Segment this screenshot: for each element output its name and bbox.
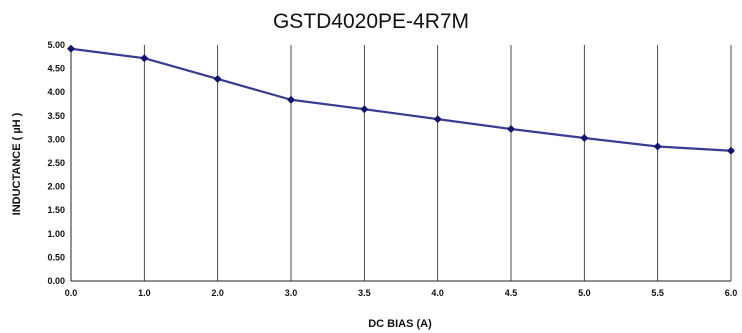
x-tick-label: 3.5 — [358, 288, 371, 298]
axes — [70, 45, 731, 282]
data-point-marker — [580, 133, 589, 142]
y-tick-label: 1.00 — [47, 229, 65, 239]
y-axis-label: INDUCTANCE ( µH ) — [11, 112, 23, 215]
data-point-marker — [67, 44, 75, 53]
x-tick-label: 5.5 — [651, 288, 664, 298]
data-point-marker — [360, 105, 369, 114]
y-tick-label: 2.50 — [47, 158, 65, 168]
x-tick-label: 6.0 — [725, 288, 738, 298]
grid-lines — [143, 45, 732, 281]
data-point-marker — [287, 95, 295, 104]
series — [67, 44, 735, 155]
x-tick-label: 3.0 — [285, 288, 298, 298]
y-tick-label: 0.50 — [47, 252, 65, 262]
y-tick-label: 3.50 — [47, 111, 65, 121]
x-tick-label: 1.0 — [138, 288, 151, 298]
data-point-marker — [140, 54, 149, 63]
x-tick-label: 5.0 — [578, 288, 591, 298]
x-tick-label: 4.0 — [431, 288, 444, 298]
y-tick-label: 1.50 — [47, 205, 65, 215]
x-tick-labels: 0.0 1.0 2.0 3.0 3.5 4.0 4.5 5.0 5.5 6.0 — [65, 288, 738, 298]
data-point-marker — [507, 125, 515, 134]
y-tick-label: 4.00 — [47, 87, 65, 97]
x-tick-label: 4.5 — [505, 288, 518, 298]
x-tick-label: 2.0 — [211, 288, 224, 298]
series-line — [70, 47, 732, 152]
x-tick-label: 0.0 — [65, 288, 78, 298]
y-tick-label: 3.00 — [47, 134, 65, 144]
y-tick-label: 4.50 — [47, 64, 65, 74]
y-tick-label: 0.00 — [47, 276, 65, 286]
y-tick-labels: 0.00 0.50 1.00 1.50 2.00 2.50 3.00 3.50 4.00 4.50… — [47, 40, 65, 286]
data-point-marker — [653, 142, 662, 151]
data-point-marker — [727, 146, 735, 155]
y-tick-label: 2.00 — [47, 182, 65, 192]
chart-title: GSTD4020PE-4R7M — [273, 10, 469, 33]
x-axis-label: DC BIAS (A) — [368, 318, 432, 330]
data-point-marker — [433, 115, 442, 124]
data-point-marker — [213, 74, 222, 83]
y-tick-label: 5.00 — [47, 40, 65, 50]
